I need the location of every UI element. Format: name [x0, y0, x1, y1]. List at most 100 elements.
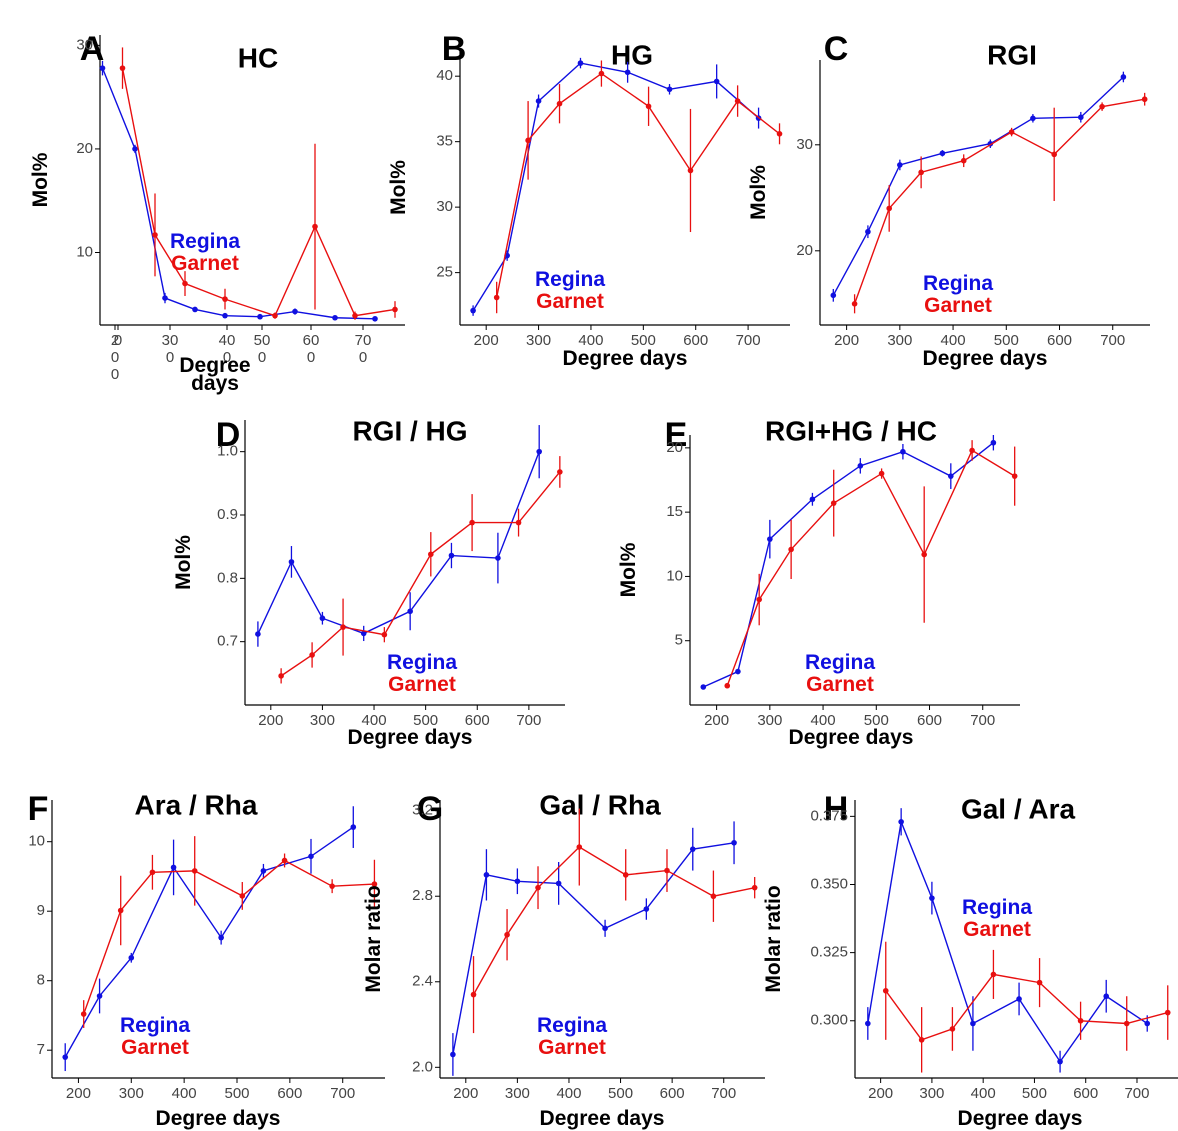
y-tick-label: 2.0 — [412, 1058, 433, 1075]
data-point — [407, 608, 413, 615]
data-point — [724, 682, 731, 689]
data-point — [969, 447, 975, 454]
data-point — [556, 100, 563, 107]
data-point — [278, 673, 284, 679]
data-point — [448, 552, 455, 559]
legend-regina: Regina — [805, 651, 875, 674]
data-point — [222, 312, 228, 319]
x-tick-label: 300 — [526, 332, 551, 349]
x-tick-label: 600 — [465, 712, 490, 729]
data-point — [381, 631, 388, 638]
y-tick-label: 0.350 — [810, 875, 848, 892]
legend-garnet: Garnet — [963, 918, 1031, 941]
data-point — [119, 65, 126, 71]
data-point — [1030, 115, 1036, 122]
legend-garnet: Garnet — [388, 673, 456, 696]
x-tick-label: 500 — [413, 712, 438, 729]
x-tick-label: 300 — [757, 712, 782, 729]
panel-E: E RGI+HG / HC 5 10 15 20 200 300 400 500 600 700 Deg… — [617, 415, 1020, 749]
series-garnet — [470, 808, 758, 1034]
data-point — [312, 223, 318, 230]
x-tick-label: 400 — [578, 332, 603, 349]
data-point — [536, 448, 542, 455]
y-tick-label: 20 — [666, 439, 683, 456]
panel-D: D RGI / HG 0.7 0.8 0.9 1.0 200 300 400 500 600 700 D… — [172, 415, 565, 749]
x-tick-label: 600 — [917, 712, 942, 729]
x-tick-label: 200 — [834, 332, 859, 349]
data-point — [1057, 1058, 1063, 1065]
data-point — [886, 205, 892, 212]
series-line-regina — [867, 819, 1148, 1063]
x-tick-label: 500 — [631, 332, 656, 349]
data-point — [689, 846, 696, 852]
x-tick-label: 700 — [330, 1085, 355, 1102]
data-point — [450, 1051, 456, 1058]
data-point — [152, 232, 158, 238]
data-point — [272, 312, 278, 319]
data-point — [260, 868, 267, 874]
y-tick-label: 40 — [436, 67, 453, 84]
x-tick-label: 300 — [119, 1085, 144, 1102]
x-tick-label: 600 — [1047, 332, 1072, 349]
x-axis-title: Degree days — [958, 1107, 1083, 1130]
series-regina — [470, 57, 762, 316]
data-point — [170, 864, 177, 871]
x-tick-label: 300 — [310, 712, 335, 729]
data-point — [149, 869, 156, 876]
data-point — [117, 907, 124, 914]
panel-letter: H — [824, 790, 849, 828]
series-line-garnet — [853, 98, 1145, 305]
data-point — [257, 313, 263, 320]
x-tick-label: 700 — [516, 712, 541, 729]
series-garnet — [851, 92, 1148, 314]
y-tick-label: 0.300 — [810, 1012, 848, 1029]
data-point — [428, 551, 434, 558]
y-tick-label: 15 — [666, 503, 683, 520]
y-tick-label: 0.375 — [810, 807, 848, 824]
data-point — [900, 448, 906, 455]
data-point — [255, 631, 261, 637]
data-point — [960, 157, 967, 164]
data-point — [809, 496, 816, 503]
x-tick-label: 400 — [172, 1085, 197, 1102]
panel-title: Ara / Rha — [135, 789, 258, 820]
panel-letter: F — [28, 790, 49, 828]
x-tick-label: 300 — [919, 1085, 944, 1102]
data-point — [222, 296, 228, 302]
data-point — [970, 1020, 976, 1027]
legend-regina: Regina — [120, 1014, 190, 1037]
data-point — [882, 987, 889, 994]
legend-regina: Regina — [535, 268, 605, 291]
series-line-regina — [832, 76, 1124, 296]
data-point — [371, 881, 378, 887]
data-point — [470, 307, 476, 314]
data-point — [624, 69, 631, 76]
x-axis-title: Degree days — [789, 726, 914, 749]
data-point — [878, 470, 885, 477]
x-tick-label: 600 — [277, 1085, 302, 1102]
data-point — [734, 98, 741, 104]
x-tick-label: 600 — [660, 1085, 685, 1102]
data-point — [1008, 129, 1015, 135]
data-point — [857, 463, 864, 469]
panel-title: HC — [238, 42, 278, 73]
series-garnet — [119, 47, 398, 320]
data-point — [1078, 114, 1084, 121]
x-axis-title: Degree days — [156, 1107, 281, 1130]
data-point — [948, 473, 954, 479]
series-line-regina — [101, 67, 376, 320]
data-point — [504, 931, 510, 938]
x-tick-label: 0 — [114, 332, 122, 349]
x-tick-label: 700 — [736, 332, 761, 349]
panel-letter: E — [665, 416, 688, 454]
data-point — [128, 954, 135, 961]
data-point — [918, 169, 924, 176]
data-point — [332, 314, 338, 321]
data-point — [515, 519, 522, 526]
data-point — [493, 294, 500, 301]
data-point — [80, 1011, 87, 1017]
